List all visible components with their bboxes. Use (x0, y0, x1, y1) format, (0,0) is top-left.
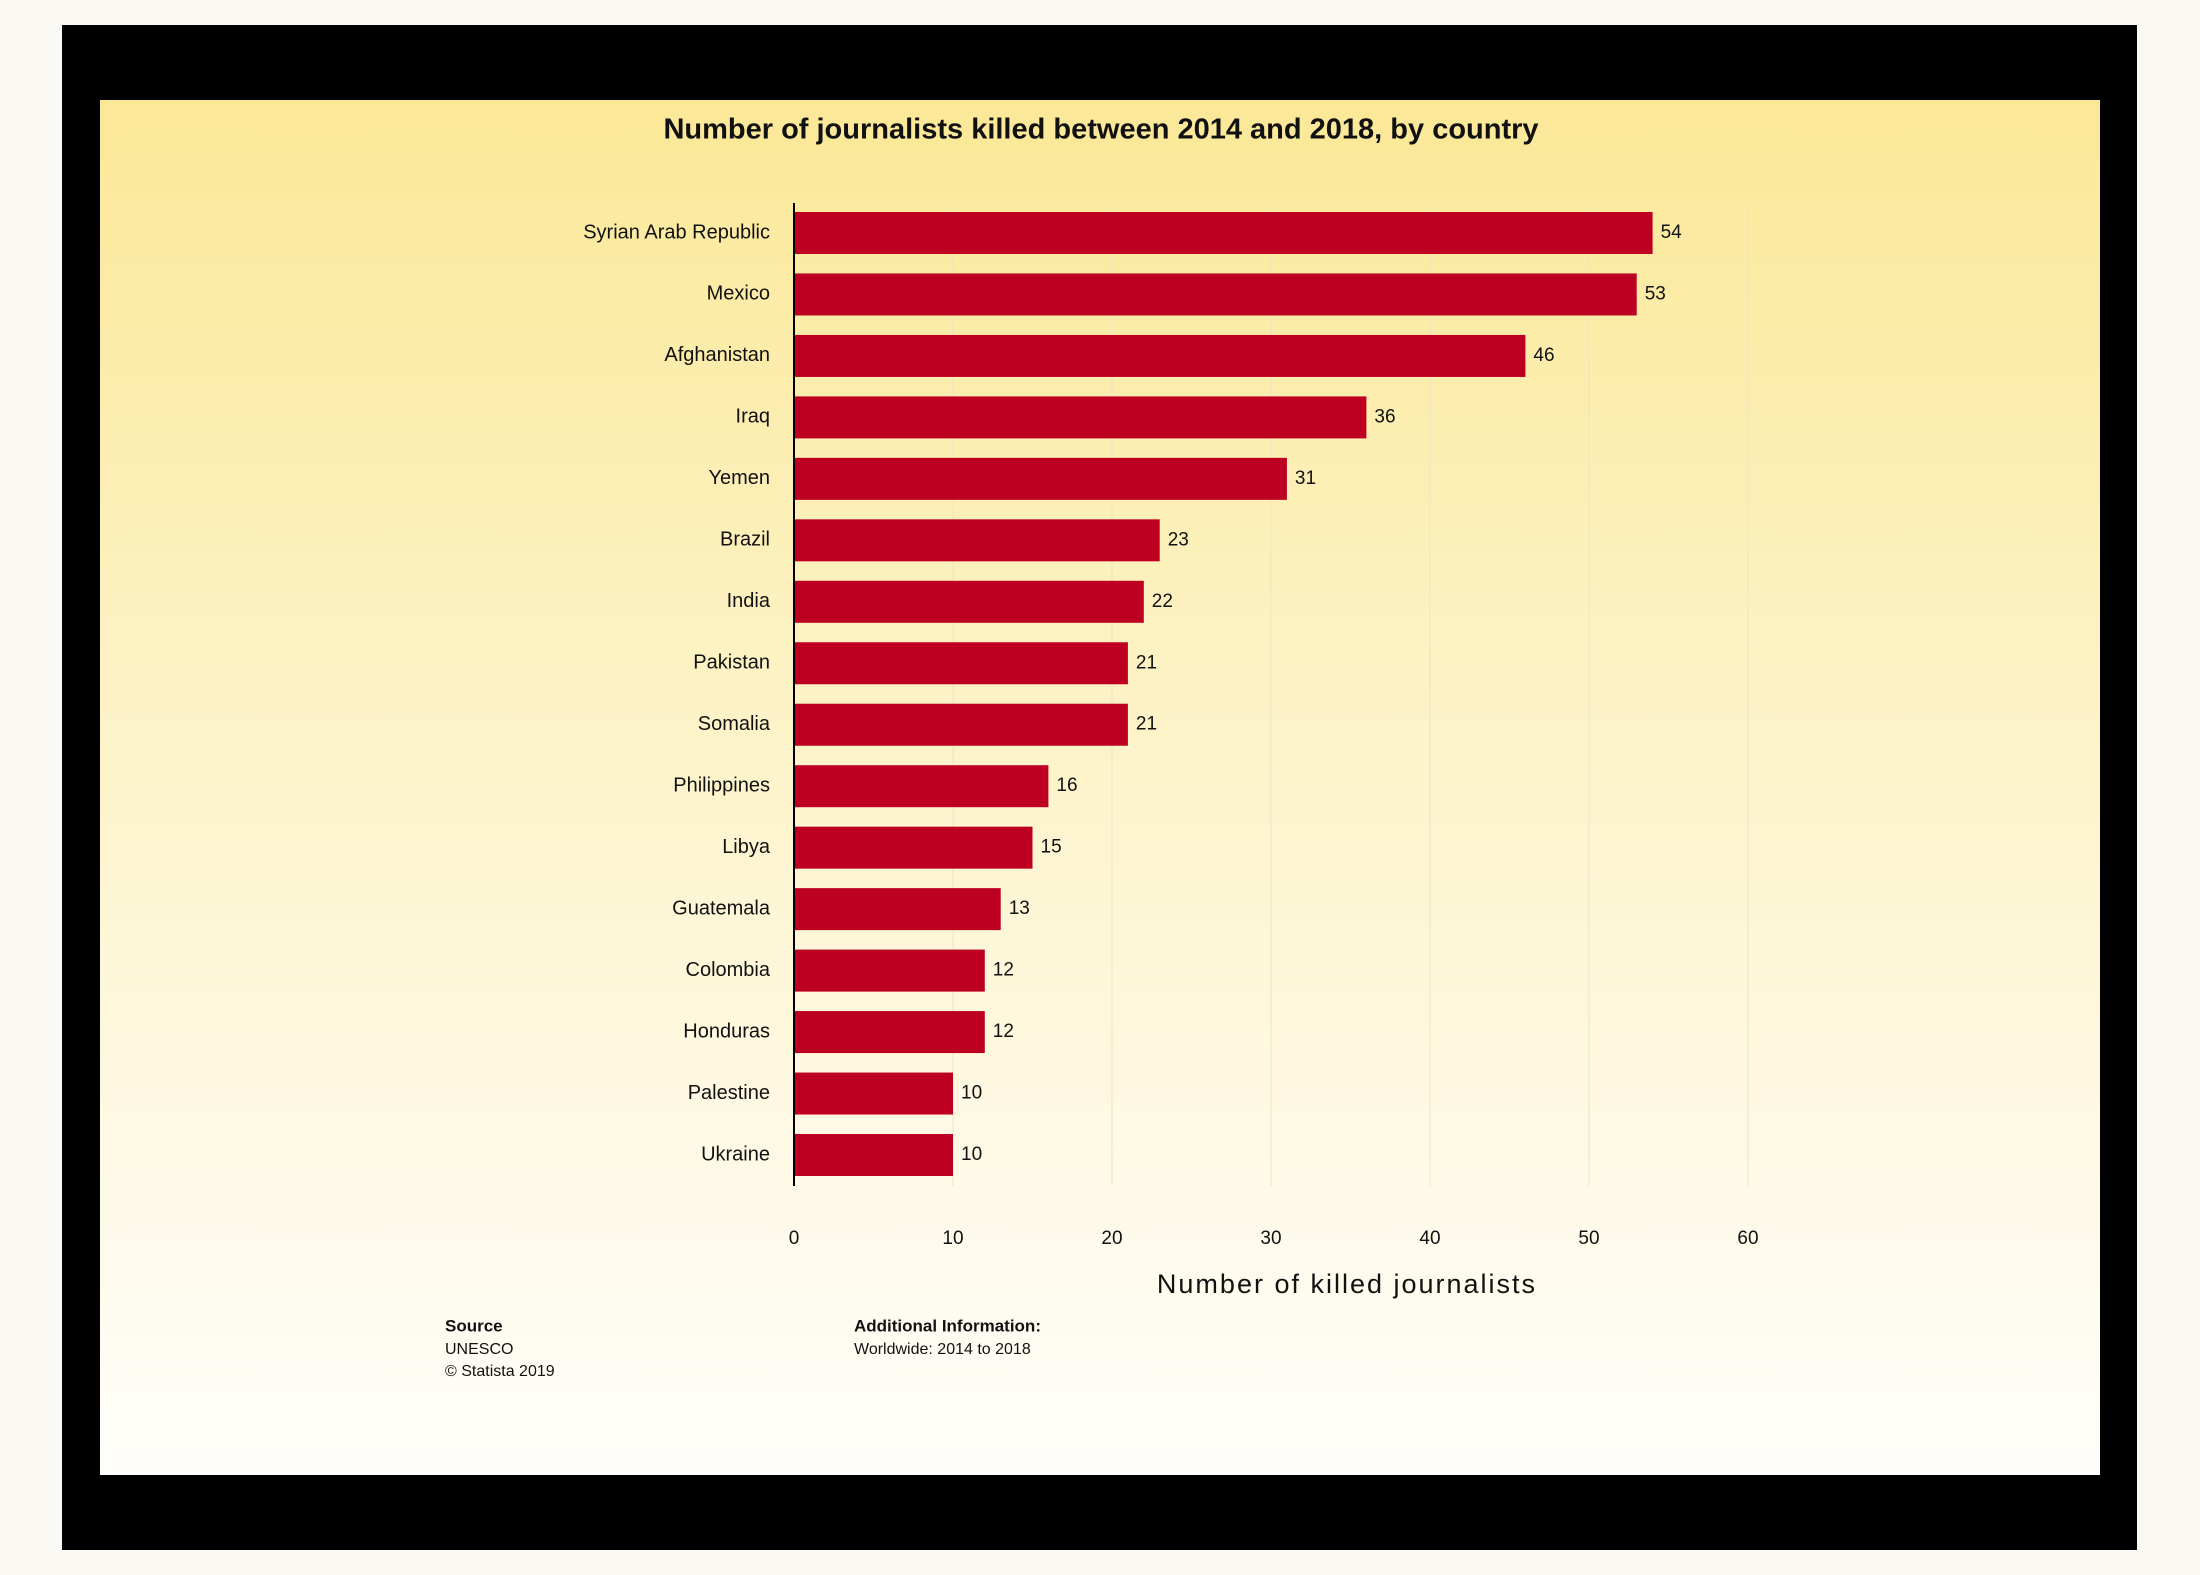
value-label: 31 (1295, 468, 1316, 489)
plot: 0 10 20 30 40 50 60 Syrian Arab Republic 54 Mexic… (583, 203, 1759, 1249)
y-tick-label: Honduras (683, 1020, 770, 1042)
bar (794, 212, 1653, 254)
value-label: 10 (961, 1083, 982, 1104)
bar (794, 334, 1526, 377)
value-label: 13 (1009, 898, 1030, 919)
additional-label: Additional Information: (854, 1316, 1041, 1335)
y-tick-label: Mexico (707, 283, 770, 305)
source-label: Source (445, 1316, 503, 1335)
x-tick-label: 10 (942, 1228, 963, 1249)
value-label: 36 (1374, 406, 1395, 427)
bar (794, 703, 1128, 746)
bar (794, 642, 1128, 685)
x-tick-label: 60 (1737, 1228, 1758, 1249)
bar (794, 1072, 953, 1115)
bar (794, 519, 1160, 562)
y-tick-label: Ukraine (701, 1143, 770, 1165)
source: UNESCO (445, 1341, 513, 1358)
chart-panel (100, 100, 2100, 1475)
y-tick-label: Palestine (688, 1082, 770, 1104)
x-tick-label: 0 (789, 1228, 800, 1249)
value-label: 46 (1533, 345, 1554, 366)
y-tick-label: Iraq (736, 406, 770, 428)
bar (794, 580, 1144, 623)
value-label: 21 (1136, 714, 1157, 735)
value-label: 54 (1661, 222, 1683, 243)
value-label: 53 (1645, 283, 1666, 304)
additional-text: Worldwide: 2014 to 2018 (854, 1341, 1031, 1358)
value-label: 12 (993, 1021, 1014, 1042)
bar (794, 826, 1033, 869)
bar (794, 765, 1049, 808)
value-label: 22 (1152, 591, 1173, 612)
y-tick-label: Syrian Arab Republic (583, 221, 770, 243)
value-label: 15 (1041, 837, 1062, 858)
bar (794, 1011, 985, 1054)
y-tick-label: Colombia (686, 959, 771, 981)
bar (794, 457, 1287, 500)
x-tick-label: 30 (1260, 1228, 1281, 1249)
bar (794, 396, 1367, 439)
bar (794, 273, 1637, 316)
value-label: 12 (993, 960, 1014, 981)
copyright: © Statista 2019 (445, 1363, 555, 1380)
y-tick-label: Yemen (708, 467, 770, 489)
y-tick-label: Libya (722, 836, 771, 858)
y-tick-label: India (727, 590, 771, 612)
bar (794, 888, 1001, 931)
y-tick-label: Somalia (698, 713, 771, 735)
y-tick-label: Afghanistan (664, 344, 770, 366)
bar (794, 949, 985, 992)
x-tick-label: 20 (1101, 1228, 1122, 1249)
value-label: 16 (1056, 775, 1077, 796)
y-tick-label: Brazil (720, 529, 770, 551)
value-label: 21 (1136, 652, 1157, 673)
x-tick-label: 40 (1419, 1228, 1440, 1249)
y-tick-label: Guatemala (672, 897, 771, 919)
value-label: 10 (961, 1144, 982, 1165)
chart-title: Number of journalists killed between 201… (663, 114, 1538, 146)
y-tick-label: Philippines (673, 774, 770, 796)
y-tick-label: Pakistan (693, 652, 770, 674)
bar (794, 1134, 953, 1176)
x-axis-title: Number of killed journalists (1157, 1269, 1537, 1299)
x-tick-label: 50 (1578, 1228, 1599, 1249)
value-label: 23 (1168, 529, 1189, 550)
